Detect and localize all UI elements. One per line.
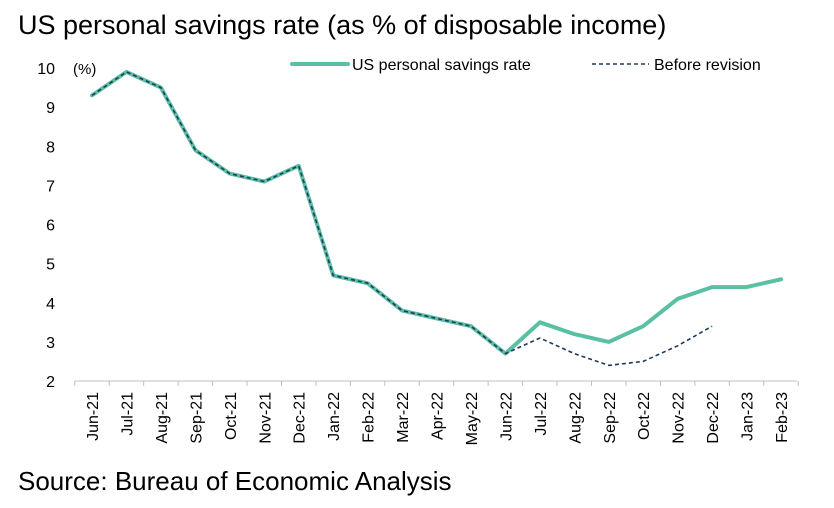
x-tick-label: Jul-22 (533, 392, 550, 436)
x-tick-label: Apr-22 (430, 392, 447, 440)
y-axis: 2 3 4 5 6 7 8 9 10 (%) (37, 61, 96, 391)
y-axis-unit: (%) (73, 61, 96, 78)
x-tick-label: Sep-21 (188, 392, 205, 444)
x-tick-label: Feb-23 (774, 392, 791, 443)
x-tick-label: Jun-21 (85, 392, 102, 441)
x-tick-label: Jul-21 (119, 392, 136, 436)
legend: US personal savings rate Before revision (290, 57, 761, 74)
x-tick-label: Nov-21 (257, 392, 274, 444)
y-tick-label: 7 (46, 178, 55, 195)
legend-label: Before revision (654, 57, 761, 74)
y-tick-label: 9 (46, 100, 55, 117)
y-tick-label: 5 (46, 257, 55, 274)
x-tick-label: Feb-22 (361, 392, 378, 443)
x-tick-label: Aug-21 (154, 392, 171, 444)
x-tick-label: Jan-23 (740, 392, 757, 441)
x-tick-label: Oct-22 (636, 392, 653, 440)
y-tick-label: 10 (37, 61, 55, 78)
source-note: Source: Bureau of Economic Analysis (18, 466, 452, 496)
legend-label: US personal savings rate (352, 57, 531, 74)
series-group (90, 69, 783, 367)
x-tick-label: Jun-22 (498, 392, 515, 441)
y-tick-label: 4 (46, 296, 55, 313)
x-tick-label: Jan-22 (326, 392, 343, 441)
x-tick-label: Oct-21 (223, 392, 240, 440)
y-tick-label: 6 (46, 218, 55, 235)
series-line-before-revision (91, 71, 713, 367)
x-tick-label: Sep-22 (602, 392, 619, 444)
x-tick-label: May-22 (464, 392, 481, 445)
x-tick-label: Aug-22 (567, 392, 584, 444)
y-tick-label: 8 (46, 139, 55, 156)
y-tick-label: 2 (46, 374, 55, 391)
x-tick-label: Mar-22 (395, 392, 412, 443)
x-tick-label: Nov-22 (671, 392, 688, 444)
x-tick-label: Dec-22 (705, 392, 722, 444)
x-axis: Jun-21 Jul-21 Aug-21 Sep-21 Oct-21 Nov-21 Dec-… (74, 380, 799, 445)
series-line-savings-rate (90, 69, 783, 356)
chart-title: US personal savings rate (as % of dispos… (18, 10, 667, 40)
y-tick-label: 3 (46, 335, 55, 352)
x-tick-label: Dec-21 (292, 392, 309, 444)
